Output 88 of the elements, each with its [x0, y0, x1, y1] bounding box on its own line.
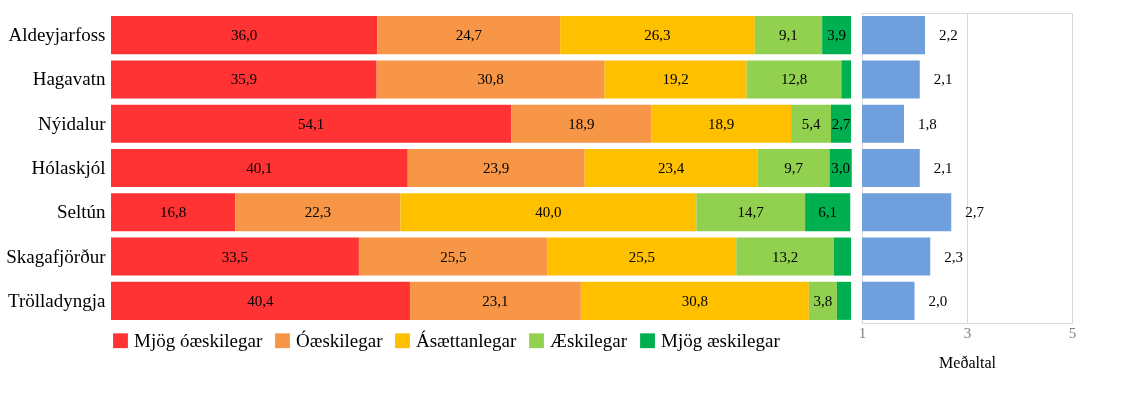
bar: [235, 193, 401, 232]
bar: [560, 16, 755, 55]
legend-label: Ásættanlegar: [416, 329, 517, 351]
legend-label: Óæskilegar: [296, 329, 384, 351]
bar: [511, 104, 652, 143]
data-label: 23,9: [483, 160, 510, 176]
legend-label: Æskilegar: [550, 329, 628, 351]
data-label: 35,9: [230, 71, 257, 88]
data-label: 22,3: [304, 204, 331, 221]
bar: [805, 193, 851, 232]
data-label: 14,7: [737, 204, 765, 221]
y-tick-label: Hólaskjól: [31, 157, 106, 178]
x-tick-label: 5: [1068, 324, 1077, 341]
bar: [836, 281, 851, 320]
bar: [377, 16, 561, 55]
bar: [409, 281, 581, 320]
data-label: 2,3: [944, 248, 963, 265]
data-label: 18,9: [568, 115, 595, 132]
y-tick-label: Seltún: [56, 201, 106, 223]
data-label: 12,8: [780, 71, 808, 88]
bar: [736, 237, 834, 276]
bar: [580, 281, 809, 320]
data-label: 26,3: [644, 27, 671, 44]
data-label: 2,2: [939, 27, 958, 44]
legend-label: Mjög æskilegar: [661, 329, 781, 351]
bar: [584, 148, 758, 188]
x-tick-label: 1: [858, 324, 867, 341]
bar: [757, 148, 830, 188]
data-label: 25,5: [628, 248, 656, 265]
data-label: 9,7: [784, 160, 804, 176]
data-label: 25,5: [440, 248, 467, 265]
data-label: 2,1: [933, 71, 953, 88]
bar: [604, 60, 747, 99]
bar: [111, 237, 359, 276]
data-label: 9,1: [779, 27, 798, 44]
bar: [358, 237, 548, 276]
data-label: 3,9: [827, 27, 846, 44]
data-label: 3,8: [813, 292, 833, 309]
data-label: 40,1: [246, 160, 273, 176]
data-label: 24,7: [455, 27, 483, 44]
bar: [407, 148, 585, 188]
bar: [791, 104, 832, 143]
y-tick-label: Trölladyngja: [8, 289, 107, 311]
data-label: 54,1: [298, 115, 325, 132]
bar: [808, 281, 837, 320]
bar: [841, 60, 851, 99]
bar: [111, 60, 377, 99]
data-label: 2,7: [965, 204, 985, 221]
bar: [111, 193, 236, 232]
data-label: 36,0: [231, 27, 258, 44]
data-label: 33,5: [221, 248, 249, 265]
bar: [111, 16, 378, 55]
x-axis-title: Meðaltal: [939, 353, 997, 371]
bar: [651, 104, 792, 143]
y-tick-label: Skagafjörður: [6, 245, 107, 267]
data-label: 6,1: [818, 204, 838, 221]
data-label: 40,4: [247, 292, 275, 309]
bar: [696, 193, 806, 232]
bar: [376, 60, 605, 99]
data-label: 40,0: [535, 204, 562, 221]
data-label: 2,7: [831, 115, 851, 132]
y-tick-label: Hagavatn: [32, 68, 106, 90]
data-label: 30,8: [477, 71, 504, 88]
bar: [111, 148, 408, 188]
bar: [400, 193, 697, 232]
data-label: 1,8: [918, 115, 937, 132]
data-label: 2,0: [928, 292, 948, 309]
data-label: 5,4: [801, 115, 821, 132]
bar: [754, 16, 823, 55]
bar: [746, 60, 842, 99]
y-tick-label: Nýidalur: [37, 112, 107, 134]
data-label: 13,2: [772, 248, 799, 265]
x-tick-label: 3: [963, 324, 972, 341]
data-label: 18,9: [708, 115, 735, 132]
data-label: 23,4: [658, 160, 685, 176]
bar: [822, 16, 851, 55]
data-label: 3,0: [831, 160, 851, 176]
bar: [547, 237, 737, 276]
y-tick-label: Aldeyjarfoss: [8, 24, 106, 46]
bar: [111, 281, 410, 320]
data-label: 2,1: [933, 160, 953, 176]
data-label: 23,1: [482, 292, 509, 309]
legend-label: Mjög óæskilegar: [134, 329, 263, 351]
data-label: 16,8: [160, 204, 187, 221]
bar: [111, 104, 512, 143]
bar: [833, 237, 851, 276]
data-label: 30,8: [681, 292, 708, 309]
data-label: 19,2: [662, 71, 689, 88]
